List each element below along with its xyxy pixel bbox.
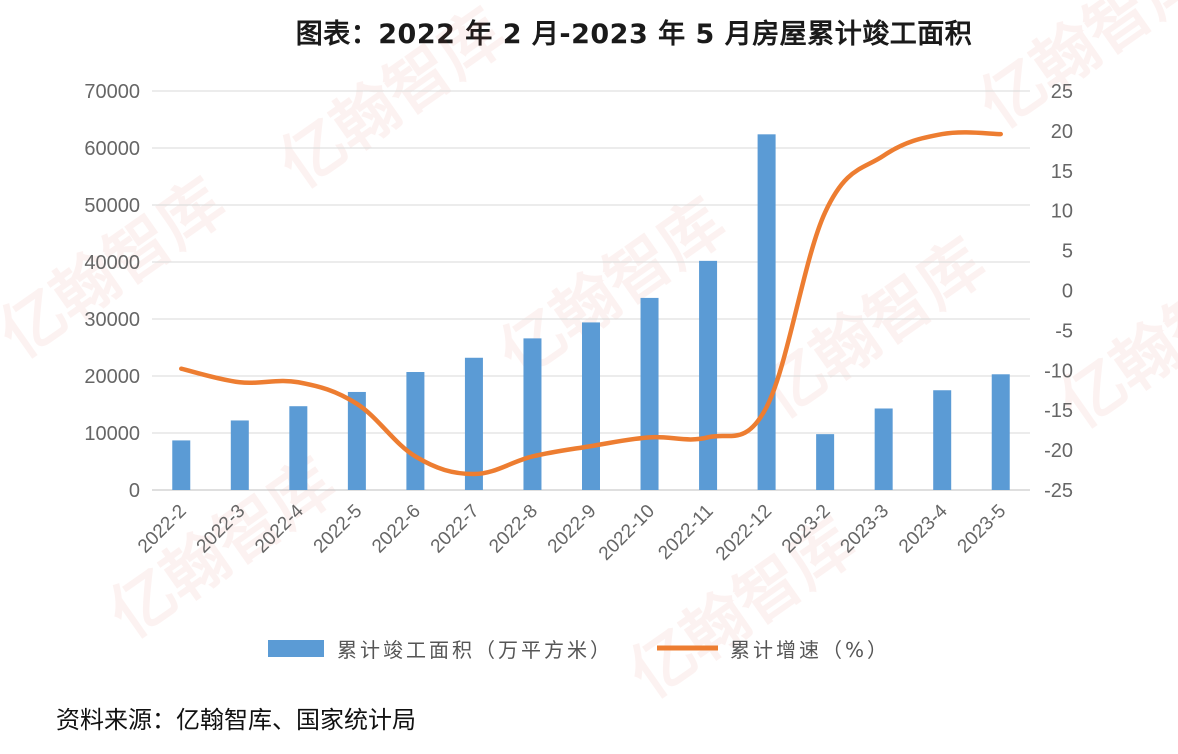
right-tick-label: 20 [1051, 121, 1073, 143]
bar-2022-7 [464, 357, 483, 490]
legend-bar-label: 累计竣工面积（万平方米） [337, 638, 613, 662]
right-tick-label: 25 [1051, 81, 1073, 103]
left-axis: 0 10000 20000 30000 40000 50000 60000 70000 [84, 81, 140, 502]
left-tick-label: 10000 [84, 423, 140, 445]
x-tick-label: 2022-10 [595, 501, 659, 565]
chart-title: 图表：2022 年 2 月-2023 年 5 月房屋累计竣工面积 [295, 19, 973, 50]
right-tick-label: -20 [1044, 440, 1073, 462]
left-tick-label: 50000 [84, 195, 140, 217]
right-tick-label: 10 [1051, 201, 1073, 223]
x-tick-label: 2022-11 [654, 501, 717, 564]
right-tick-label: -25 [1044, 480, 1073, 502]
x-tick-label: 2022-7 [427, 501, 484, 558]
bar-2022-2 [172, 440, 191, 490]
legend: 累计竣工面积（万平方米） 累计增速（%） [268, 638, 890, 662]
right-tick-label: -10 [1044, 360, 1073, 382]
right-tick-label: 0 [1062, 281, 1073, 303]
right-axis: -25 -20 -15 -10 -5 0 5 10 15 20 25 [1044, 81, 1073, 502]
bar-2022-6 [406, 372, 425, 490]
right-tick-label: -5 [1055, 320, 1073, 342]
bar-2023-3 [874, 408, 893, 490]
watermark-text: 亿翰智库 [97, 446, 349, 653]
left-tick-label: 60000 [84, 138, 140, 160]
bar-2022-3 [230, 420, 249, 490]
bar-2022-11 [699, 260, 718, 490]
bar-2022-12 [757, 134, 776, 490]
bar-2023-2 [816, 434, 835, 490]
left-tick-label: 0 [129, 480, 140, 502]
bar-2023-5 [991, 374, 1010, 490]
right-tick-label: 15 [1051, 161, 1073, 183]
bar-2023-4 [933, 390, 952, 490]
bar-2022-8 [523, 338, 542, 490]
x-tick-label: 2022-8 [485, 501, 542, 558]
bar-2022-4 [289, 406, 308, 490]
left-tick-label: 20000 [84, 366, 140, 388]
bar-2022-9 [582, 322, 600, 490]
left-tick-label: 30000 [84, 309, 140, 331]
line-series [179, 130, 1003, 477]
bar-2022-10 [640, 297, 659, 490]
left-tick-label: 40000 [84, 252, 140, 274]
x-tick-label: 2022-6 [368, 501, 425, 558]
x-tick-label: 2023-3 [837, 501, 894, 558]
legend-line-label: 累计增速（%） [730, 638, 890, 662]
growth-rate-line [179, 130, 1003, 477]
bar-series [172, 134, 1010, 490]
x-tick-label: 2022-9 [544, 501, 601, 558]
x-tick-label: 2023-5 [954, 501, 1011, 558]
right-tick-label: -15 [1044, 400, 1073, 422]
legend-bar-swatch [268, 640, 324, 657]
left-tick-label: 70000 [84, 81, 140, 103]
x-tick-label: 2023-4 [895, 500, 952, 557]
bar-2022-5 [347, 391, 366, 490]
source-note: 资料来源：亿翰智库、国家统计局 [56, 706, 416, 734]
watermark-text: 亿翰智库 [747, 226, 999, 433]
watermark-text: 亿翰智库 [267, 0, 519, 203]
right-tick-label: 5 [1062, 241, 1073, 263]
